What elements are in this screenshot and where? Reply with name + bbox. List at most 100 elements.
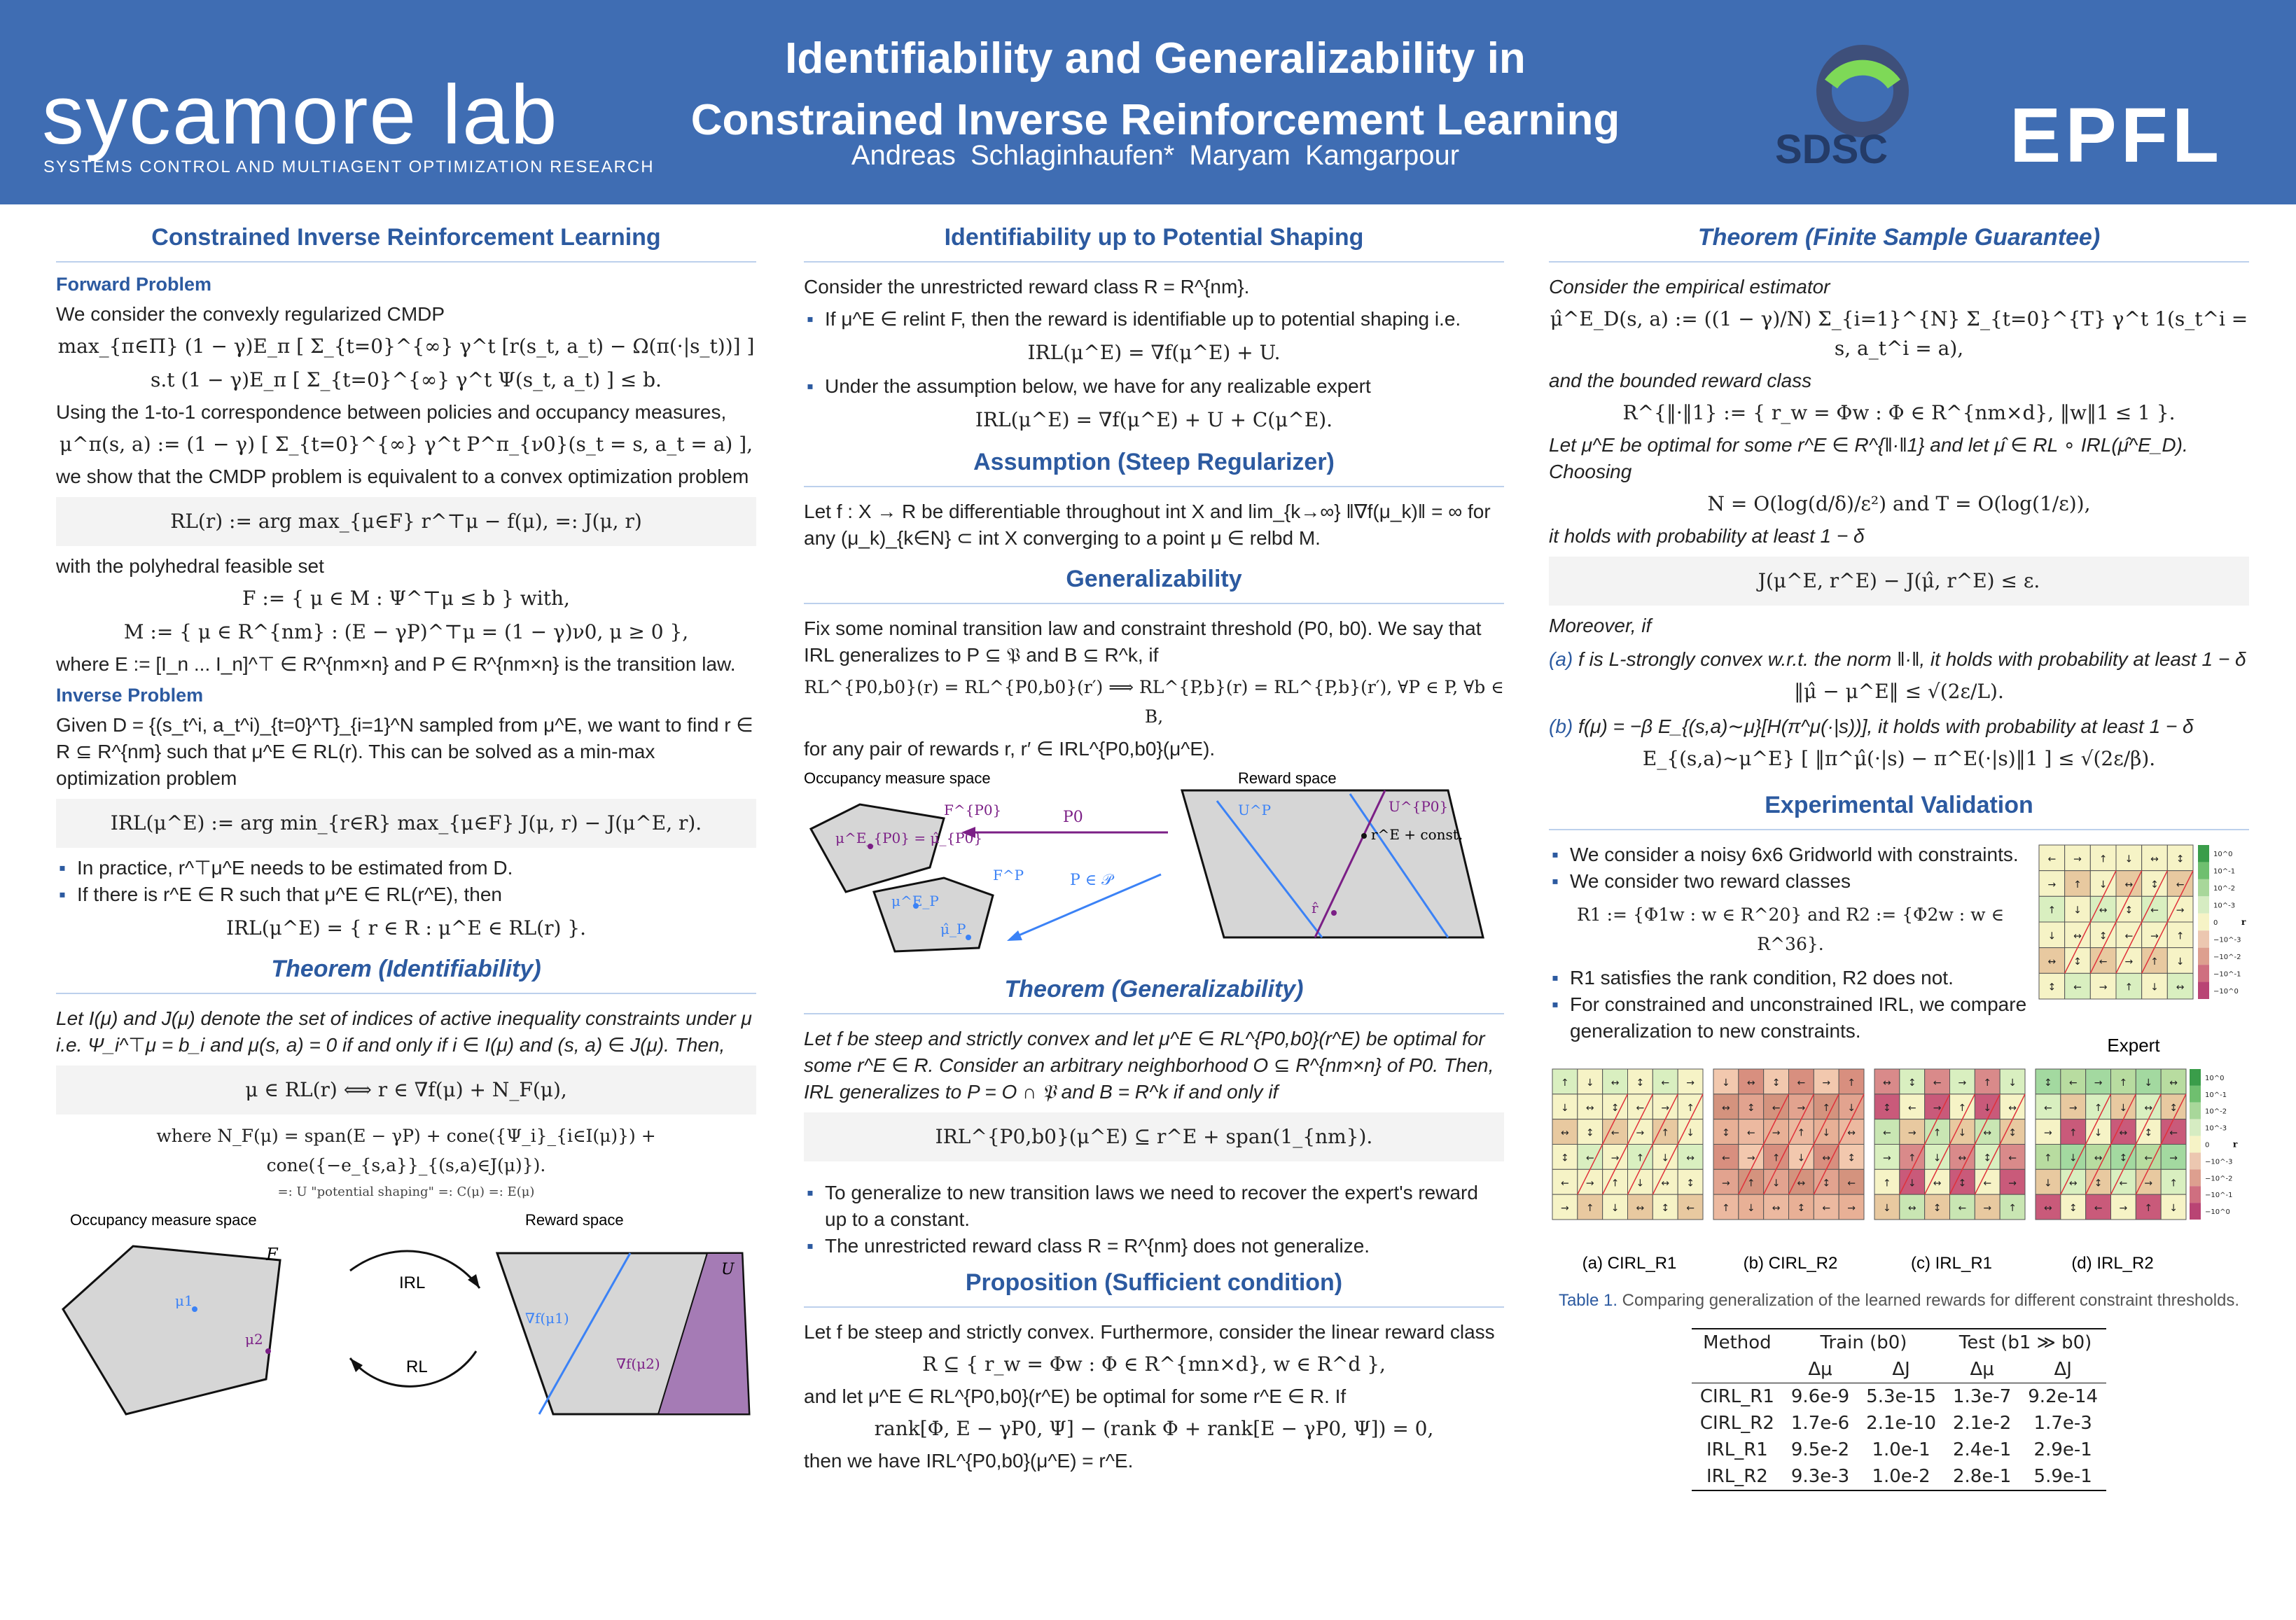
results-table: Method Train (b0) Test (b1 ≫ b0) Δμ ΔJ Δ… — [1691, 1328, 2107, 1491]
grid-cell — [2160, 1094, 2187, 1120]
inverse-bullets: In practice, r^⊤μ^E needs to be estimate… — [56, 855, 756, 908]
cell: 9.2e-14 — [2028, 1386, 2099, 1407]
grid-arrow-icon: ↓ — [1586, 1077, 1594, 1089]
grid-arrow-icon: ↕ — [1586, 1128, 1594, 1139]
fig2-re-point — [1361, 833, 1367, 839]
eq-assumption: IRL(μ^E) = ∇f(μ^E) + U + C(μ^E). — [975, 408, 1333, 431]
constraint-line — [2085, 1094, 2137, 1195]
grid-arrow-icon: ← — [2169, 1128, 2178, 1139]
cell: 2.8e-1 — [1952, 1466, 2012, 1487]
fig1-mu1-label: μ1 — [175, 1292, 193, 1309]
grid-arrow-icon: ↓ — [1722, 1077, 1730, 1089]
fig2-up0-line — [1314, 790, 1386, 938]
grid-cell — [2035, 1144, 2061, 1170]
grid-cell — [1677, 1168, 1704, 1195]
grid-cell — [1813, 1194, 1839, 1220]
eq-rl-box: RL(r) := arg max_{μ∈F} r^⊤μ − f(μ), =: J… — [56, 497, 756, 546]
grid-arrow-icon: ← — [1822, 1203, 1830, 1214]
item-b-text: f(μ) = −β E_{(s,a)∼μ}[H(π^μ(·|s))], it h… — [1578, 715, 2194, 737]
grid-cell — [1713, 1168, 1739, 1195]
colorbar-tick: 10^-3 — [2205, 1125, 2227, 1133]
constraint-line — [1762, 1094, 1815, 1195]
sycamore-lab-logo: sycamore lab — [42, 68, 559, 162]
grid-cell — [1763, 1094, 1789, 1120]
grid-arrow-icon: ↕ — [1883, 1103, 1891, 1114]
grid-cell — [1602, 1119, 1628, 1145]
grid-cell — [1652, 1094, 1678, 1120]
grid-arrow-icon: ← — [2144, 1152, 2152, 1164]
colorbar-tick: −10^-2 — [2213, 954, 2241, 961]
grid-arrow-icon: ↔ — [1561, 1128, 1569, 1139]
grid-cell — [2135, 1068, 2162, 1095]
grid-arrow-icon: ↔ — [1686, 1152, 1695, 1164]
grid-cell — [1738, 1068, 1765, 1095]
grid-cell — [1627, 1119, 1653, 1145]
grid-arrow-icon: ↔ — [2120, 1128, 2128, 1139]
colorbar-tick: 0 — [2213, 919, 2218, 927]
title-line-1: Identifiability and Generalizability in — [785, 34, 1526, 83]
cell: 1.0e-1 — [1872, 1439, 1930, 1460]
grid-cell — [1924, 1094, 1951, 1120]
grid-cell — [2085, 1144, 2112, 1170]
bullet-gridworld: We consider a noisy 6x6 Gridworld with c… — [1549, 842, 2032, 868]
grid-arrow-icon: ↑ — [1686, 1103, 1695, 1114]
grid-cell — [1763, 1119, 1789, 1145]
fig2-reward-region — [1181, 789, 1484, 939]
grid-arrow-icon: ↑ — [2044, 1152, 2052, 1164]
th-train-dj: ΔJ — [1892, 1359, 1910, 1380]
grid-arrow-icon: ↔ — [1772, 1203, 1781, 1214]
grid-arrow-icon: ↔ — [2150, 853, 2159, 865]
grid-arrow-icon: ↓ — [2169, 1203, 2178, 1214]
grid-arrow-icon: ↓ — [2144, 1077, 2152, 1089]
fig1-potential-line — [538, 1252, 632, 1415]
table-caption-label: Table 1. — [1558, 1291, 1617, 1310]
grid-cell — [2135, 1144, 2162, 1170]
text-bounded: and the bounded reward class — [1549, 370, 1812, 391]
colorbar-tick: 10^-2 — [2213, 885, 2235, 893]
column-2: Identifiability up to Potential Shaping … — [804, 224, 1504, 1474]
grid-arrow-icon: ↓ — [1958, 1128, 1967, 1139]
grid-arrow-icon: → — [2069, 1103, 2078, 1114]
header-banner: sycamore lab SYSTEMS CONTROL AND MULTIAG… — [0, 0, 2296, 204]
fig2-up-line-2 — [1349, 793, 1449, 938]
sdsc-wordmark: SDSC — [1775, 127, 1888, 172]
grid-arrow-icon: → — [2008, 1178, 2017, 1189]
grid-arrow-icon: ↑ — [2094, 1103, 2103, 1114]
grid-arrow-icon: → — [2169, 1152, 2178, 1164]
grid-cell — [2110, 1168, 2136, 1195]
grid-arrow-icon: → — [1822, 1077, 1830, 1089]
grid-arrow-icon: ↕ — [2144, 1128, 2152, 1139]
grid-cell — [2141, 844, 2168, 872]
grid-cell — [2085, 1094, 2112, 1120]
fig2-rew-label: Reward space — [1238, 769, 1337, 787]
grid-cell — [1838, 1144, 1865, 1170]
cell: 1.3e-7 — [1952, 1386, 2012, 1407]
grid-cell — [1627, 1194, 1653, 1220]
grid-cell — [1874, 1068, 1900, 1095]
grid-arrow-icon: → — [2099, 982, 2108, 993]
grid-arrow-icon: ↔ — [1586, 1103, 1594, 1114]
grid-arrow-icon: ↔ — [1933, 1178, 1942, 1189]
constraint-line — [1577, 1094, 1629, 1195]
fig2-UP0-label: U^{P0} — [1389, 798, 1448, 815]
constraint-line — [1949, 1094, 2001, 1195]
grid-arrow-icon: ← — [2094, 1203, 2103, 1214]
grid-cell — [2064, 921, 2091, 949]
grid-cell — [2141, 972, 2168, 1000]
eq-irl-set: IRL(μ^E) = { r ∈ R : μ^E ∈ RL(r) }. — [225, 916, 587, 940]
grid-cell — [2115, 870, 2143, 897]
grid-arrow-icon: ↓ — [1561, 1103, 1569, 1114]
expert-gridworld: ← → ↑ ↓ ↔ ↕ → ↑ ↓ ↔ ↕ ← ↑ ↓ ↔ ↕ ← → ↓ ↔ ↕ ← → ↑ ↔ ↕ ← → ↑ ↓ ↕ ← → ↑ ↓ ↔ 10^… — [2038, 844, 2246, 1056]
grid-arrow-icon: ← — [1611, 1128, 1620, 1139]
grid-cell — [2064, 972, 2091, 1000]
grid-arrow-icon: → — [2176, 905, 2185, 916]
grid-cell — [2135, 1194, 2162, 1220]
poster-title: Identifiability and Generalizability in … — [560, 28, 1751, 151]
grid-arrow-icon: → — [1772, 1128, 1781, 1139]
grid-cell — [2110, 1194, 2136, 1220]
grid-arrow-icon: ↑ — [2120, 1077, 2128, 1089]
grid-cell — [1552, 1119, 1578, 1145]
cell: 2.9e-1 — [2033, 1439, 2092, 1460]
grid-cell — [1552, 1094, 1578, 1120]
fig1-irl-arrowhead — [468, 1274, 480, 1288]
